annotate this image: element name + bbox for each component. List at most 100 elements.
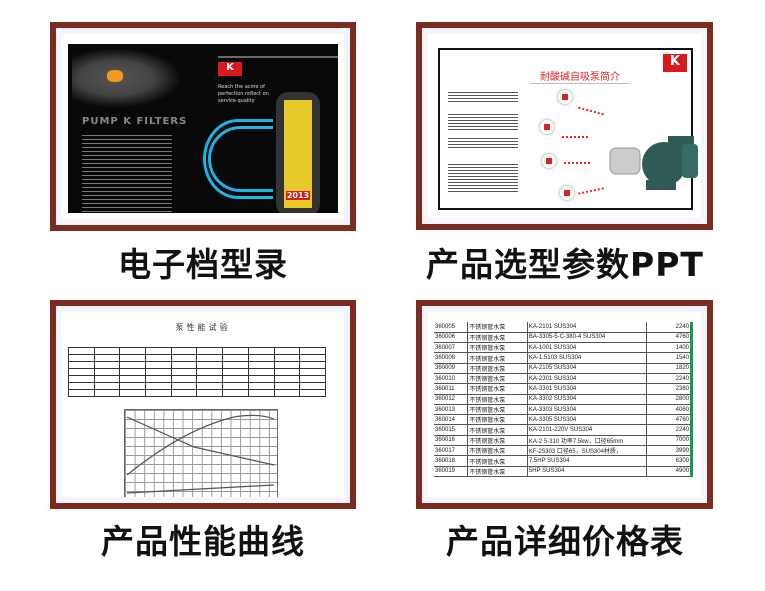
test-data-table xyxy=(68,347,326,397)
item-price: 4760 xyxy=(646,332,693,344)
thumbnail-body: 泵性能试验 xyxy=(62,312,344,497)
price-table: 360005 不锈钢管水泵 KA-2101 SUS304 2240 360006 不锈钢管… xyxy=(434,322,693,477)
slide-text xyxy=(448,112,518,130)
item-price: 4060 xyxy=(646,404,693,416)
table-row: 360014 不锈钢管水泵 KA-3305 SUS304 4760 xyxy=(434,414,693,426)
item-code: 360008 xyxy=(434,352,468,364)
item-name: 不锈钢管水泵 xyxy=(467,466,528,477)
item-code: 360012 xyxy=(434,394,468,405)
item-name: 不锈钢管水泵 xyxy=(467,363,528,374)
performance-curve-thumbnail[interactable]: 泵性能试验 xyxy=(50,300,356,509)
icon-node xyxy=(540,120,554,134)
item-model: KA-2101-220V SUS304 xyxy=(526,424,647,436)
efficiency-curve xyxy=(126,414,275,476)
blue-arc xyxy=(208,126,273,192)
item-model: KA-2 5-310 功率7.5kw，口径65mm xyxy=(526,435,647,447)
blue-arc xyxy=(203,119,273,199)
table-row: 360017 不锈钢管水泵 KF-25303 口径65，SUS304材质， 3990 xyxy=(434,445,693,457)
brand-text: PUMP K FILTERS xyxy=(82,116,188,127)
year-capsule: 2013 xyxy=(276,92,320,213)
item-name: 不锈钢管水泵 xyxy=(467,332,528,344)
item-code: 360007 xyxy=(434,342,468,354)
price-list-thumbnail[interactable]: 360005 不锈钢管水泵 KA-2101 SUS304 2240 360006 不锈钢管… xyxy=(416,300,713,509)
item-model: 7.5HP SUS304 xyxy=(526,455,647,467)
item-code: 360015 xyxy=(434,424,468,436)
item-price: 2240 xyxy=(646,424,693,436)
curve-grid xyxy=(124,409,278,497)
table-row: 360005 不锈钢管水泵 KA-2101 SUS304 2240 xyxy=(434,322,693,333)
ppt-thumbnail[interactable]: K 耐酸碱自吸泵简介 xyxy=(416,22,713,230)
item-price: 2800 xyxy=(646,394,693,405)
table-row: 360016 不锈钢管水泵 KA-2 5-310 功率7.5kw，口径65mm 700… xyxy=(434,435,693,447)
item-model: KA-2105 SUS304 xyxy=(526,363,647,374)
china-highlight xyxy=(107,70,123,82)
item-model: 5HP SUS304 xyxy=(526,466,647,477)
table-row: 360011 不锈钢管水泵 KA-3301 SUS304 2380 xyxy=(434,383,693,395)
pump-image xyxy=(609,136,698,190)
caption-ppt: 产品选型参数PPT xyxy=(426,245,704,284)
item-code: 360006 xyxy=(434,332,468,344)
catalog-spread: PUMP K FILTERS K Reach the acme of perfe… xyxy=(68,44,338,213)
caption-price-list: 产品详细价格表 xyxy=(446,522,684,561)
power-curve xyxy=(126,484,275,494)
icon-node xyxy=(558,90,572,104)
caption-curve: 产品性能曲线 xyxy=(101,522,305,561)
company-info xyxy=(82,132,172,213)
item-code: 360016 xyxy=(434,435,468,447)
year-label: 2013 xyxy=(286,191,310,200)
item-code: 360019 xyxy=(434,466,468,477)
item-name: 不锈钢管水泵 xyxy=(467,404,528,416)
item-price: 1400 xyxy=(646,342,693,354)
item-model: KA-1.5103 SUS304 xyxy=(526,352,647,364)
item-code: 360009 xyxy=(434,363,468,374)
table-row: 360008 不锈钢管水泵 KA-1.5103 SUS304 1540 xyxy=(434,352,693,364)
yellow-bar: 2013 xyxy=(284,100,312,208)
table-row: 360013 不锈钢管水泵 KA-3303 SUS304 4060 xyxy=(434,404,693,416)
doc-title: 泵性能试验 xyxy=(175,323,231,332)
item-model: KA-1001 SUS304 xyxy=(526,342,647,354)
item-price: 1820 xyxy=(646,363,693,374)
item-price: 4900 xyxy=(646,466,693,477)
icon-node xyxy=(560,186,574,200)
item-name: 不锈钢管水泵 xyxy=(467,455,528,467)
world-map xyxy=(72,48,182,108)
item-name: 不锈钢管水泵 xyxy=(467,435,528,447)
item-model: BA-3305-5-C-380-4 SUS304 xyxy=(526,332,647,344)
table-row: 360006 不锈钢管水泵 BA-3305-5-C-380-4 SUS304 4760 xyxy=(434,332,693,344)
caption-catalog: 电子档型录 xyxy=(118,245,288,284)
catalog-thumbnail[interactable]: PUMP K FILTERS K Reach the acme of perfe… xyxy=(50,22,356,231)
item-price: 2380 xyxy=(646,383,693,395)
arrow xyxy=(578,187,604,195)
thumbnail-body: K 耐酸碱自吸泵简介 xyxy=(428,34,701,218)
arrow xyxy=(564,162,590,164)
brand-wordmark: PUMP K FILTERS xyxy=(82,116,187,127)
slide-title: 耐酸碱自吸泵简介 xyxy=(530,68,630,84)
item-name: 不锈钢管水泵 xyxy=(467,342,528,354)
item-name: 不锈钢管水泵 xyxy=(467,383,528,395)
item-name: 不锈钢管水泵 xyxy=(467,445,528,457)
table-row: 360009 不锈钢管水泵 KA-2105 SUS304 1820 xyxy=(434,363,693,374)
table-row: 360010 不锈钢管水泵 KA-2301 SUS304 2240 xyxy=(434,373,693,385)
item-name: 不锈钢管水泵 xyxy=(467,424,528,436)
item-price: 2240 xyxy=(646,373,693,385)
item-code: 360013 xyxy=(434,404,468,416)
item-price: 1540 xyxy=(646,352,693,364)
head-curve xyxy=(126,416,275,466)
performance-curves xyxy=(126,414,275,494)
table-row: 360018 不锈钢管水泵 7.5HP SUS304 6300 xyxy=(434,455,693,467)
icon-node xyxy=(542,154,556,168)
thumbnail-body: PUMP K FILTERS K Reach the acme of perfe… xyxy=(62,34,344,219)
k-logo: K xyxy=(663,54,687,72)
item-code: 360017 xyxy=(434,445,468,457)
item-price: 7000 xyxy=(646,435,693,447)
slide-text xyxy=(448,136,518,148)
slogan: Reach the acme of perfection reflect on … xyxy=(218,84,269,104)
table-row: 360007 不锈钢管水泵 KA-1001 SUS304 1400 xyxy=(434,342,693,354)
table-row: 360019 不锈钢管水泵 5HP SUS304 4900 xyxy=(434,466,693,477)
item-model: KA-3302 SUS304 xyxy=(526,394,647,405)
item-name: 不锈钢管水泵 xyxy=(467,394,528,405)
item-model: KA-3305 SUS304 xyxy=(526,414,647,426)
item-model: KA-2101 SUS304 xyxy=(526,322,647,333)
divider xyxy=(218,56,338,58)
table-row: 360012 不锈钢管水泵 KA-3302 SUS304 2800 xyxy=(434,394,693,405)
